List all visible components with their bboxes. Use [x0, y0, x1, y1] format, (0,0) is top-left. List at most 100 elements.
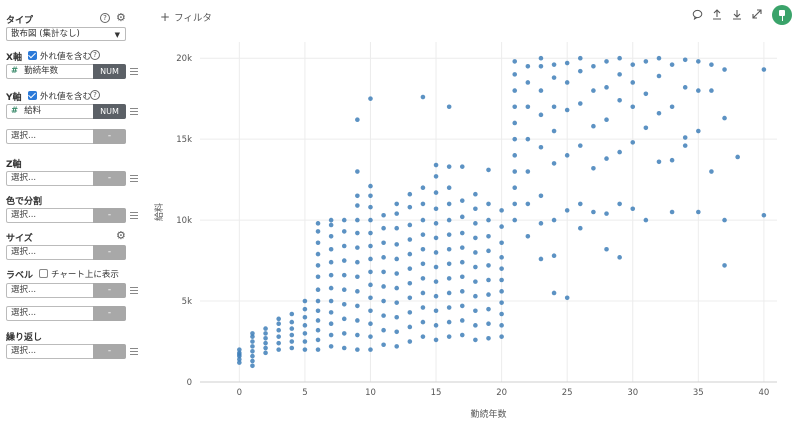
label-extra-placeholder: 選択...: [6, 306, 93, 321]
scatter-point: [525, 233, 531, 239]
scatter-point: [682, 135, 688, 140]
scatter-point: [381, 327, 386, 333]
chart-grid: [200, 42, 777, 383]
scatter-point: [289, 319, 295, 325]
x-tick-label: 30: [627, 388, 638, 398]
expand-icon[interactable]: [752, 9, 762, 22]
scatter-point: [446, 334, 452, 339]
chart-type-select[interactable]: 散布図 (集計なし) ▼: [6, 27, 126, 41]
scatter-point: [486, 292, 491, 297]
scatter-point: [656, 73, 662, 79]
color-split-select[interactable]: 選択... -: [6, 208, 126, 223]
scatter-point: [328, 310, 334, 315]
scatter-point: [577, 55, 583, 61]
scatter-point: [433, 264, 439, 270]
remove-button[interactable]: -: [93, 245, 126, 260]
gear-icon[interactable]: ⚙: [116, 11, 126, 24]
y-axis-field[interactable]: # 給料 NUM: [6, 104, 126, 119]
scatter-point: [551, 217, 557, 223]
remove-button[interactable]: -: [93, 208, 126, 223]
scatter-point: [473, 191, 478, 197]
scatter-point: [341, 217, 347, 223]
y-extra-select[interactable]: 選択... -: [6, 129, 126, 144]
scatter-point: [486, 167, 491, 173]
scatter-point: [433, 293, 439, 299]
scatter-point: [407, 266, 413, 271]
menu-icon[interactable]: [130, 108, 138, 117]
scatter-point: [604, 117, 609, 123]
scatter-point: [591, 88, 596, 93]
pin-icon[interactable]: [772, 5, 792, 25]
scatter-point: [604, 211, 609, 216]
numeric-field-icon: #: [11, 66, 19, 76]
label-select[interactable]: 選択... -: [6, 283, 126, 298]
scatter-point: [250, 358, 255, 364]
scatter-point: [682, 143, 688, 148]
scatter-point: [486, 201, 491, 207]
scatter-point: [446, 261, 452, 267]
scatter-point: [459, 274, 465, 280]
scatter-point: [446, 232, 452, 237]
comment-icon[interactable]: [692, 9, 703, 23]
x-outliers-checkbox[interactable]: [28, 51, 37, 60]
scatter-point: [263, 340, 268, 346]
scatter-point: [512, 104, 518, 110]
menu-icon[interactable]: [130, 212, 138, 221]
scatter-point: [263, 345, 268, 351]
z-axis-placeholder: 選択...: [6, 171, 93, 186]
wrap-select[interactable]: 選択... -: [6, 344, 126, 359]
remove-button[interactable]: -: [93, 171, 126, 186]
download-icon[interactable]: [732, 9, 742, 23]
help-icon[interactable]: ?: [90, 50, 100, 60]
upload-icon[interactable]: [712, 9, 722, 23]
menu-icon[interactable]: [130, 348, 138, 357]
y-axis-type-badge[interactable]: NUM: [93, 104, 126, 119]
scatter-point: [263, 335, 268, 341]
scatter-point: [368, 217, 373, 223]
scatter-point: [289, 339, 295, 344]
scatter-point: [368, 243, 373, 249]
z-axis-select[interactable]: 選択... -: [6, 171, 126, 186]
scatter-point: [355, 193, 360, 199]
remove-button[interactable]: -: [93, 283, 126, 298]
x-axis-type-badge[interactable]: NUM: [93, 64, 126, 79]
scatter-point: [355, 117, 360, 123]
menu-icon[interactable]: [130, 68, 138, 77]
scatter-point: [394, 242, 400, 247]
y-outliers-checkbox[interactable]: [28, 91, 37, 100]
scatter-point: [368, 321, 373, 327]
scatter-point: [709, 88, 714, 93]
label-extra-select[interactable]: 選択... -: [6, 306, 126, 321]
scatter-point: [289, 332, 295, 338]
x-tick-label: 5: [302, 388, 307, 398]
scatter-point: [263, 326, 268, 331]
scatter-point: [617, 149, 622, 155]
x-axis-field[interactable]: # 勤続年数 NUM: [6, 64, 126, 79]
remove-button[interactable]: -: [93, 344, 126, 359]
remove-button[interactable]: -: [93, 129, 126, 144]
show-on-chart-checkbox[interactable]: [39, 269, 48, 278]
remove-button[interactable]: -: [93, 306, 126, 321]
scatter-point: [564, 295, 570, 301]
scatter-point: [381, 342, 386, 348]
scatter-point: [499, 208, 504, 213]
menu-icon[interactable]: [130, 175, 138, 184]
scatter-point: [564, 208, 570, 213]
scatter-point: [551, 290, 557, 296]
scatter-point: [276, 327, 281, 333]
scatter-point: [407, 324, 413, 330]
gear-icon[interactable]: ⚙: [116, 229, 126, 242]
scatter-point: [459, 230, 465, 236]
scatter-point: [328, 246, 334, 252]
size-select[interactable]: 選択... -: [6, 245, 126, 260]
add-filter-button[interactable]: + フィルタ: [160, 10, 212, 24]
chart-points: [237, 55, 767, 369]
help-icon[interactable]: ?: [100, 13, 110, 23]
help-icon[interactable]: ?: [90, 90, 100, 100]
scatter-point: [630, 62, 636, 67]
scatter-point: [368, 183, 373, 189]
scatter-point: [341, 331, 347, 336]
scatter-point: [525, 104, 531, 110]
scatter-point: [512, 120, 518, 126]
menu-icon[interactable]: [130, 287, 138, 296]
